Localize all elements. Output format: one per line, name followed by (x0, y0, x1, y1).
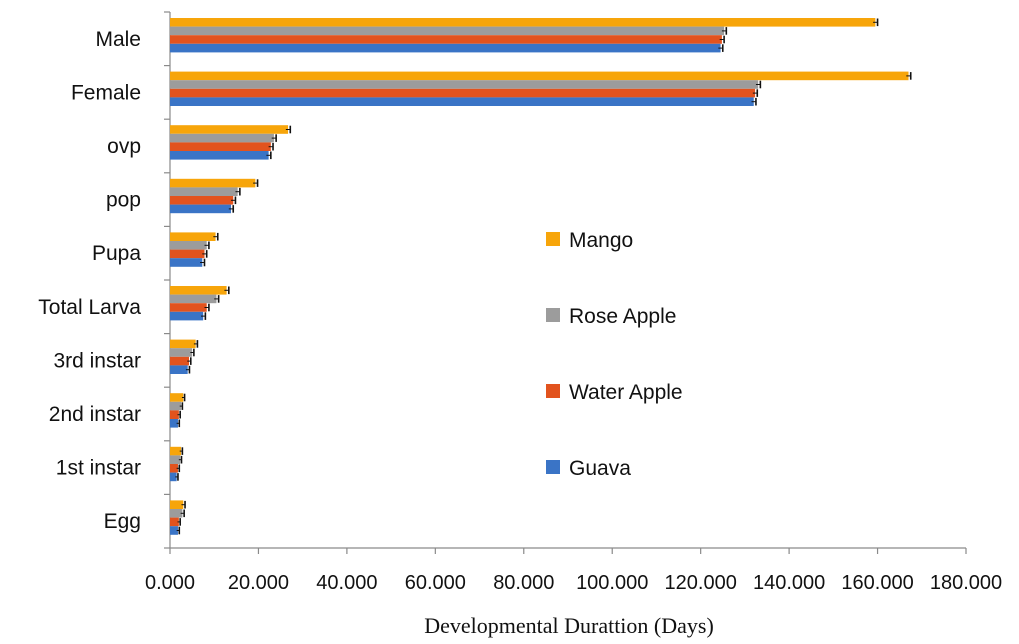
x-tick-label: 120.000 (665, 572, 737, 594)
legend-label: Water Apple (569, 381, 683, 404)
category-labels: Egg 1st instar 2nd instar 3rd instar Total L… (38, 28, 141, 533)
bar-guava (170, 204, 232, 214)
legend-label: Mango (569, 229, 633, 252)
bar-mango (170, 178, 256, 188)
bar-water-apple (170, 517, 179, 527)
category-label: 3rd instar (53, 349, 141, 372)
bar-rose-apple (170, 455, 181, 464)
legend: Mango Rose Apple Water Apple Guava (546, 229, 683, 480)
bar-rose-apple (170, 509, 183, 518)
bar-guava (170, 419, 178, 428)
x-axis-title: Developmental Durattion (Days) (424, 613, 714, 638)
legend-swatch-rose-apple (546, 308, 560, 322)
legend-swatch-guava (546, 460, 560, 474)
bar-mango (170, 393, 184, 402)
bar-rose-apple (170, 294, 217, 304)
bar-mango (170, 18, 876, 27)
bar-guava (170, 258, 203, 267)
bar-water-apple (170, 303, 207, 312)
bar-water-apple (170, 356, 190, 366)
category-label: pop (106, 189, 141, 212)
x-tick-label: 80.000 (493, 572, 554, 594)
legend-swatch-mango (546, 232, 560, 246)
bar-rose-apple (170, 401, 182, 411)
legend-label: Guava (569, 457, 631, 480)
x-tick-label: 40.000 (316, 572, 377, 594)
legend-swatch-water-apple (546, 384, 560, 398)
bar-guava (170, 472, 177, 482)
bar-rose-apple (170, 348, 193, 357)
category-label: Pupa (92, 242, 141, 265)
error-bars-layer (175, 18, 912, 535)
bar-rose-apple (170, 26, 725, 36)
bar-water-apple (170, 249, 205, 259)
bar-water-apple (170, 464, 178, 473)
bar-mango (170, 339, 196, 349)
bar-mango (170, 232, 216, 241)
bar-guava (170, 311, 204, 321)
category-label: Total Larva (38, 296, 141, 319)
bar-water-apple (170, 88, 756, 98)
bar-mango (170, 125, 289, 134)
bar-water-apple (170, 196, 234, 205)
category-label: Egg (104, 510, 141, 533)
x-tick-label: 0.000 (145, 572, 195, 594)
x-tick-label: 100.000 (576, 572, 648, 594)
bar-rose-apple (170, 241, 207, 250)
category-label: Female (71, 81, 141, 104)
bars-layer (170, 18, 909, 535)
bar-rose-apple (170, 80, 759, 89)
bar-guava (170, 365, 188, 374)
bar-guava (170, 151, 269, 160)
x-tick-label: 180.000 (930, 572, 1002, 594)
bar-rose-apple (170, 133, 274, 143)
bar-rose-apple (170, 187, 238, 196)
x-tick-label: 60.000 (405, 572, 466, 594)
bar-guava (170, 526, 178, 535)
bar-guava (170, 43, 721, 53)
x-tick-labels: 0.000 20.000 40.000 60.000 80.000 100.000 120.… (145, 572, 1002, 594)
bar-water-apple (170, 410, 179, 419)
category-label: 2nd instar (49, 403, 141, 426)
bar-guava (170, 97, 754, 106)
x-tick-label: 20.000 (228, 572, 289, 594)
bar-mango (170, 71, 909, 81)
bar-mango (170, 286, 227, 295)
legend-label: Rose Apple (569, 305, 676, 328)
bar-water-apple (170, 35, 722, 44)
x-tick-label: 140.000 (753, 572, 825, 594)
bar-mango (170, 446, 182, 456)
category-label: Male (95, 28, 141, 51)
bar-water-apple (170, 142, 271, 151)
x-tick-label: 160.000 (841, 572, 913, 594)
category-label: ovp (107, 135, 141, 158)
category-label: 1st instar (56, 457, 141, 480)
bar-mango (170, 500, 184, 509)
